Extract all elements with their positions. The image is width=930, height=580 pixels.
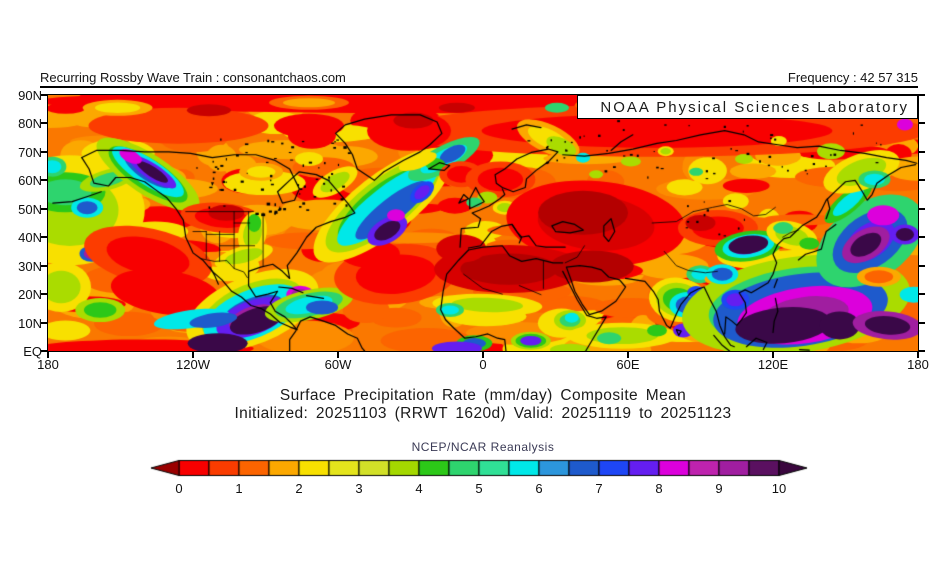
colorbar-tick-label: 1 [235, 481, 243, 496]
attribution-text: NCEP/NCAR Reanalysis [411, 440, 555, 454]
lat-tick-right [919, 122, 925, 125]
lon-label: 180 [907, 357, 929, 372]
lat-tick-right [919, 150, 925, 153]
lat-tick-right [919, 94, 925, 96]
lon-tick [627, 352, 629, 358]
map-plot-frame [47, 94, 919, 352]
colorbar-tick-label: 9 [715, 481, 723, 496]
lat-tick-left [41, 122, 47, 125]
colorbar-tick-label: 10 [771, 481, 787, 496]
colorbar-tick-label: 0 [175, 481, 183, 496]
colorbar-canvas [130, 459, 830, 477]
lat-label: 50N [18, 201, 42, 217]
lat-label: 80N [18, 116, 42, 132]
lat-tick-right [919, 207, 925, 210]
lon-tick [337, 352, 339, 358]
lon-tick [47, 352, 49, 358]
colorbar-tick-label: 6 [535, 481, 543, 496]
lat-tick-left [41, 321, 47, 324]
lat-tick-right [919, 264, 925, 267]
lat-tick-right [919, 236, 925, 239]
lat-label: 10N [18, 315, 42, 331]
lon-label: 60E [616, 357, 640, 372]
lat-label: 40N [18, 230, 42, 246]
lat-tick-right [919, 321, 925, 324]
lat-label: 30N [18, 258, 42, 274]
lon-label: 0 [479, 357, 487, 372]
noaa-overlay-label: NOAA Physical Sciences Laboratory [600, 99, 909, 116]
colorbar-tick-label: 8 [655, 481, 663, 496]
header-frequency-text: Frequency : 42 57 315 [787, 70, 918, 85]
lon-label: 180 [37, 357, 59, 372]
colorbar-tick-label: 7 [595, 481, 603, 496]
lat-tick-right [919, 179, 925, 182]
lat-tick-left [41, 179, 47, 182]
lon-tick [917, 352, 919, 358]
colorbar-tick-label: 3 [355, 481, 363, 496]
header-left-text: Recurring Rossby Wave Train : consonantc… [40, 70, 346, 85]
lat-tick-left [41, 236, 47, 239]
lon-tick [482, 352, 484, 358]
lon-tick [192, 352, 194, 358]
lon-label: 60W [324, 357, 352, 372]
colorbar-tick-label: 5 [475, 481, 483, 496]
lat-tick-right [919, 293, 925, 296]
lat-label: 90N [18, 88, 42, 103]
colorbar-tick-label: 2 [295, 481, 303, 496]
colorbar-tick-label: 4 [415, 481, 423, 496]
lat-tick-left [41, 150, 47, 153]
lon-tick [772, 352, 774, 358]
lat-label: 60N [18, 173, 42, 189]
lat-tick-left [41, 293, 47, 296]
lat-tick-left [41, 207, 47, 210]
noaa-overlay-box: NOAA Physical Sciences Laboratory [577, 95, 918, 119]
lat-tick-left [41, 350, 47, 352]
lon-label: 120W [176, 357, 210, 372]
plot-title: Surface Precipitation Rate (mm/day) Comp… [279, 387, 687, 404]
lon-label: 120E [757, 357, 789, 372]
plot-subtitle: Initialized: 20251103 (RRWT 1620d) Valid… [234, 405, 732, 422]
map-canvas [48, 95, 918, 351]
lat-tick-left [41, 94, 47, 96]
lat-tick-right [919, 350, 925, 352]
lat-tick-left [41, 264, 47, 267]
lat-label: 70N [18, 144, 42, 160]
header-rule [40, 86, 918, 88]
lat-label: EQ [23, 344, 42, 359]
lat-label: 20N [18, 287, 42, 303]
